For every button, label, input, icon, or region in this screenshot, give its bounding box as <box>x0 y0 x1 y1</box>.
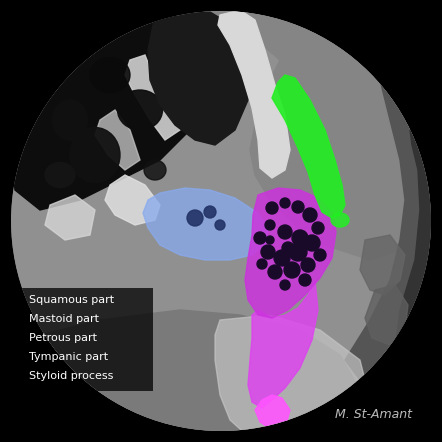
Text: Tympanic part: Tympanic part <box>29 352 108 362</box>
Polygon shape <box>255 395 290 430</box>
Circle shape <box>265 220 275 230</box>
Ellipse shape <box>144 160 166 180</box>
Circle shape <box>314 249 326 261</box>
Text: Squamous part: Squamous part <box>29 295 114 305</box>
Circle shape <box>215 220 225 230</box>
Circle shape <box>280 198 290 208</box>
Circle shape <box>257 259 267 269</box>
FancyBboxPatch shape <box>12 332 24 344</box>
Circle shape <box>292 201 304 213</box>
Polygon shape <box>143 188 268 260</box>
FancyBboxPatch shape <box>12 370 24 382</box>
Ellipse shape <box>118 90 163 130</box>
Polygon shape <box>272 75 345 218</box>
Polygon shape <box>148 12 250 145</box>
Ellipse shape <box>90 57 130 92</box>
Circle shape <box>274 250 290 266</box>
Circle shape <box>304 235 320 251</box>
Polygon shape <box>105 175 160 225</box>
Polygon shape <box>125 55 180 140</box>
Ellipse shape <box>331 213 349 227</box>
Text: M. St-Amant: M. St-Amant <box>335 408 412 422</box>
Circle shape <box>282 242 294 254</box>
Circle shape <box>204 206 216 218</box>
Polygon shape <box>210 12 430 260</box>
Circle shape <box>280 280 290 290</box>
Ellipse shape <box>70 127 120 183</box>
Circle shape <box>187 210 203 226</box>
Circle shape <box>284 262 300 278</box>
Circle shape <box>261 245 275 259</box>
Polygon shape <box>360 235 405 295</box>
Circle shape <box>278 225 292 239</box>
Polygon shape <box>215 315 370 440</box>
Circle shape <box>11 11 431 431</box>
Polygon shape <box>365 285 408 345</box>
FancyBboxPatch shape <box>8 288 153 391</box>
Polygon shape <box>245 188 336 318</box>
Text: Petrous part: Petrous part <box>29 333 97 343</box>
FancyBboxPatch shape <box>12 294 24 306</box>
Polygon shape <box>345 50 442 390</box>
Polygon shape <box>218 10 290 178</box>
Polygon shape <box>10 10 210 210</box>
Circle shape <box>312 222 324 234</box>
Circle shape <box>266 202 278 214</box>
Ellipse shape <box>45 163 75 187</box>
Polygon shape <box>45 195 95 240</box>
Polygon shape <box>20 310 360 440</box>
Circle shape <box>289 243 307 261</box>
Text: Mastoid part: Mastoid part <box>29 314 99 324</box>
Circle shape <box>299 274 311 286</box>
FancyBboxPatch shape <box>12 313 24 325</box>
Circle shape <box>292 230 308 246</box>
Polygon shape <box>395 130 442 360</box>
Text: Styloid process: Styloid process <box>29 371 114 381</box>
Circle shape <box>301 258 315 272</box>
Ellipse shape <box>53 100 88 140</box>
Circle shape <box>303 208 317 222</box>
Polygon shape <box>95 110 140 170</box>
FancyBboxPatch shape <box>12 351 24 363</box>
Circle shape <box>268 265 282 279</box>
Circle shape <box>254 232 266 244</box>
Polygon shape <box>248 280 318 408</box>
Circle shape <box>266 236 274 244</box>
